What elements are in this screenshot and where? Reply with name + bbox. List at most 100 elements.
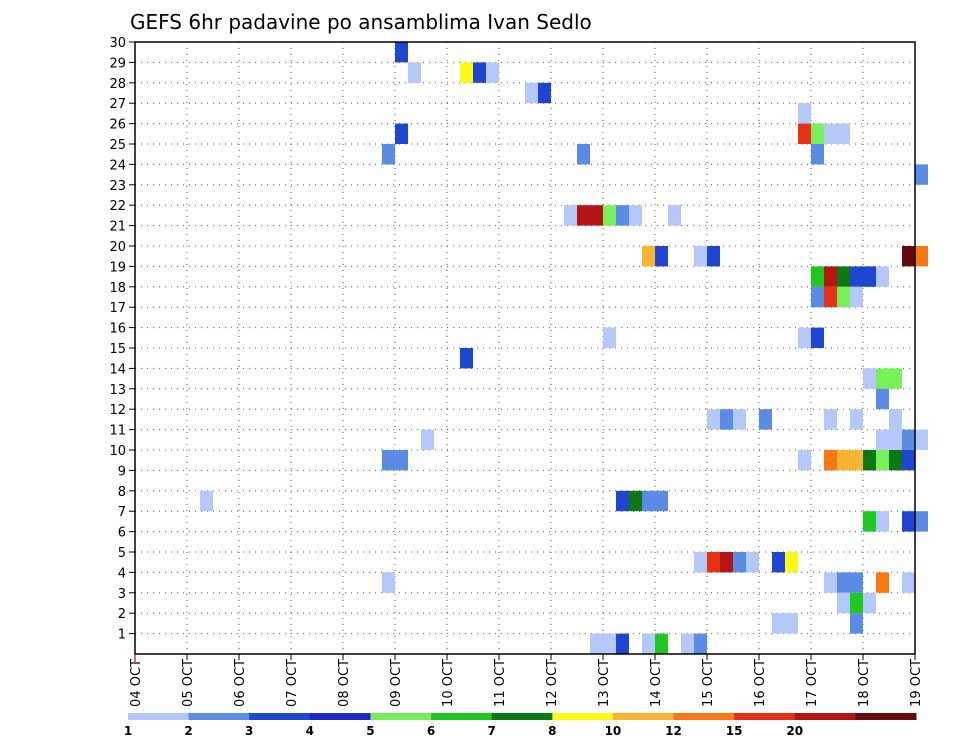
precip-cell: [889, 429, 902, 450]
y-tick-label: 12: [109, 403, 126, 418]
x-tick-label: 17 OCT: [805, 659, 820, 707]
colorbar-swatch: [612, 713, 675, 720]
precip-cell: [837, 592, 850, 614]
x-tick-label: 16 OCT: [753, 659, 768, 707]
colorbar-label: 7: [488, 724, 496, 738]
precip-cell: [785, 552, 798, 573]
colorbar-swatch: [794, 713, 856, 720]
precip-cell: [902, 450, 915, 471]
precip-cell: [850, 613, 863, 634]
y-tick-label: 25: [109, 138, 126, 153]
precip-cell: [577, 144, 590, 165]
colorbar-label: 2: [184, 724, 192, 738]
x-tick-label: 14 OCT: [649, 659, 664, 707]
precip-cell: [798, 103, 811, 124]
precip-cell: [863, 450, 876, 471]
precip-cell: [876, 450, 889, 471]
colorbar-label: 12: [665, 724, 682, 738]
precip-cell: [876, 368, 889, 389]
precip-cell: [824, 286, 837, 308]
x-tick-label: 12 OCT: [545, 659, 560, 707]
precip-cell: [733, 409, 746, 430]
precip-cell: [603, 327, 616, 348]
precip-cell: [837, 286, 850, 308]
colorbar-label: 8: [548, 724, 556, 738]
precip-cell: [824, 572, 837, 593]
precip-cell: [850, 266, 863, 287]
colorbar-swatch: [734, 713, 796, 720]
colorbar-swatch: [552, 713, 614, 720]
precip-cell: [837, 572, 850, 593]
precip-cell: [707, 409, 720, 430]
y-tick-label: 28: [109, 77, 126, 92]
y-tick-label: 14: [109, 362, 126, 377]
precip-cell: [915, 246, 928, 267]
precip-cell: [590, 633, 603, 654]
precip-cell: [603, 205, 616, 226]
precip-cell: [811, 144, 824, 165]
precip-cell: [850, 409, 863, 430]
precip-cell: [902, 511, 915, 532]
x-tick-label: 04 OCT: [129, 659, 144, 707]
precip-cell: [538, 82, 551, 104]
x-tick-label: 19 OCT: [909, 659, 924, 707]
precip-cell: [694, 246, 707, 267]
precip-cell: [876, 266, 889, 287]
precip-cell: [395, 123, 408, 144]
colorbar-swatch: [188, 713, 250, 720]
precip-cell: [811, 123, 824, 144]
x-tick-label: 05 OCT: [181, 659, 196, 707]
precip-cell: [811, 327, 824, 348]
x-tick-label: 15 OCT: [701, 659, 716, 707]
y-tick-label: 30: [109, 36, 126, 51]
precip-cell: [577, 205, 590, 226]
precip-cell: [655, 246, 668, 267]
colorbar-swatch: [673, 713, 735, 720]
y-tick-label: 7: [118, 505, 126, 520]
precip-cell: [655, 633, 668, 654]
precip-cell: [395, 450, 408, 471]
colorbar-swatch: [309, 713, 371, 720]
precip-cell: [863, 266, 876, 287]
x-axis: 04 OCT 05 OCT 06 OCT 07 OCT 08 OCT 09 OCT 10 O…: [129, 654, 924, 707]
precip-cell: [200, 490, 213, 512]
precip-cell: [824, 409, 837, 430]
precip-cell: [707, 552, 720, 573]
colorbar-swatch: [431, 713, 493, 720]
precip-cell: [824, 266, 837, 287]
precip-cell: [759, 409, 772, 430]
y-tick-label: 9: [118, 464, 126, 479]
precip-cell: [915, 164, 928, 185]
y-tick-label: 6: [118, 526, 126, 541]
precip-cell: [668, 205, 681, 226]
x-tick-label: 10 OCT: [441, 659, 456, 707]
y-tick-label: 17: [109, 301, 126, 316]
precip-cell: [408, 62, 421, 83]
y-tick-label: 2: [118, 607, 126, 622]
y-tick-label: 3: [118, 587, 126, 602]
precip-cell: [590, 205, 603, 226]
y-tick-label: 20: [109, 240, 126, 255]
colorbar-swatch: [491, 713, 553, 720]
precip-cell: [772, 613, 785, 634]
precip-cell: [876, 572, 889, 593]
precip-cell: [707, 246, 720, 267]
precip-cell: [811, 266, 824, 287]
y-tick-label: 16: [109, 322, 126, 337]
precip-cell: [889, 409, 902, 430]
precip-cell: [746, 552, 759, 573]
precip-cell: [681, 633, 694, 654]
x-tick-label: 07 OCT: [285, 659, 300, 707]
precip-cell: [902, 572, 915, 593]
colorbar-label: 4: [306, 724, 314, 738]
precip-cell: [798, 123, 811, 144]
precip-cell: [889, 450, 902, 471]
x-tick-label: 13 OCT: [597, 659, 612, 707]
precip-cell: [629, 205, 642, 226]
x-tick-label: 08 OCT: [337, 659, 352, 707]
precip-cell: [915, 511, 928, 532]
y-tick-label: 27: [109, 97, 126, 112]
precip-cell: [642, 633, 655, 654]
y-tick-label: 8: [118, 485, 126, 500]
precip-cell: [421, 429, 434, 450]
